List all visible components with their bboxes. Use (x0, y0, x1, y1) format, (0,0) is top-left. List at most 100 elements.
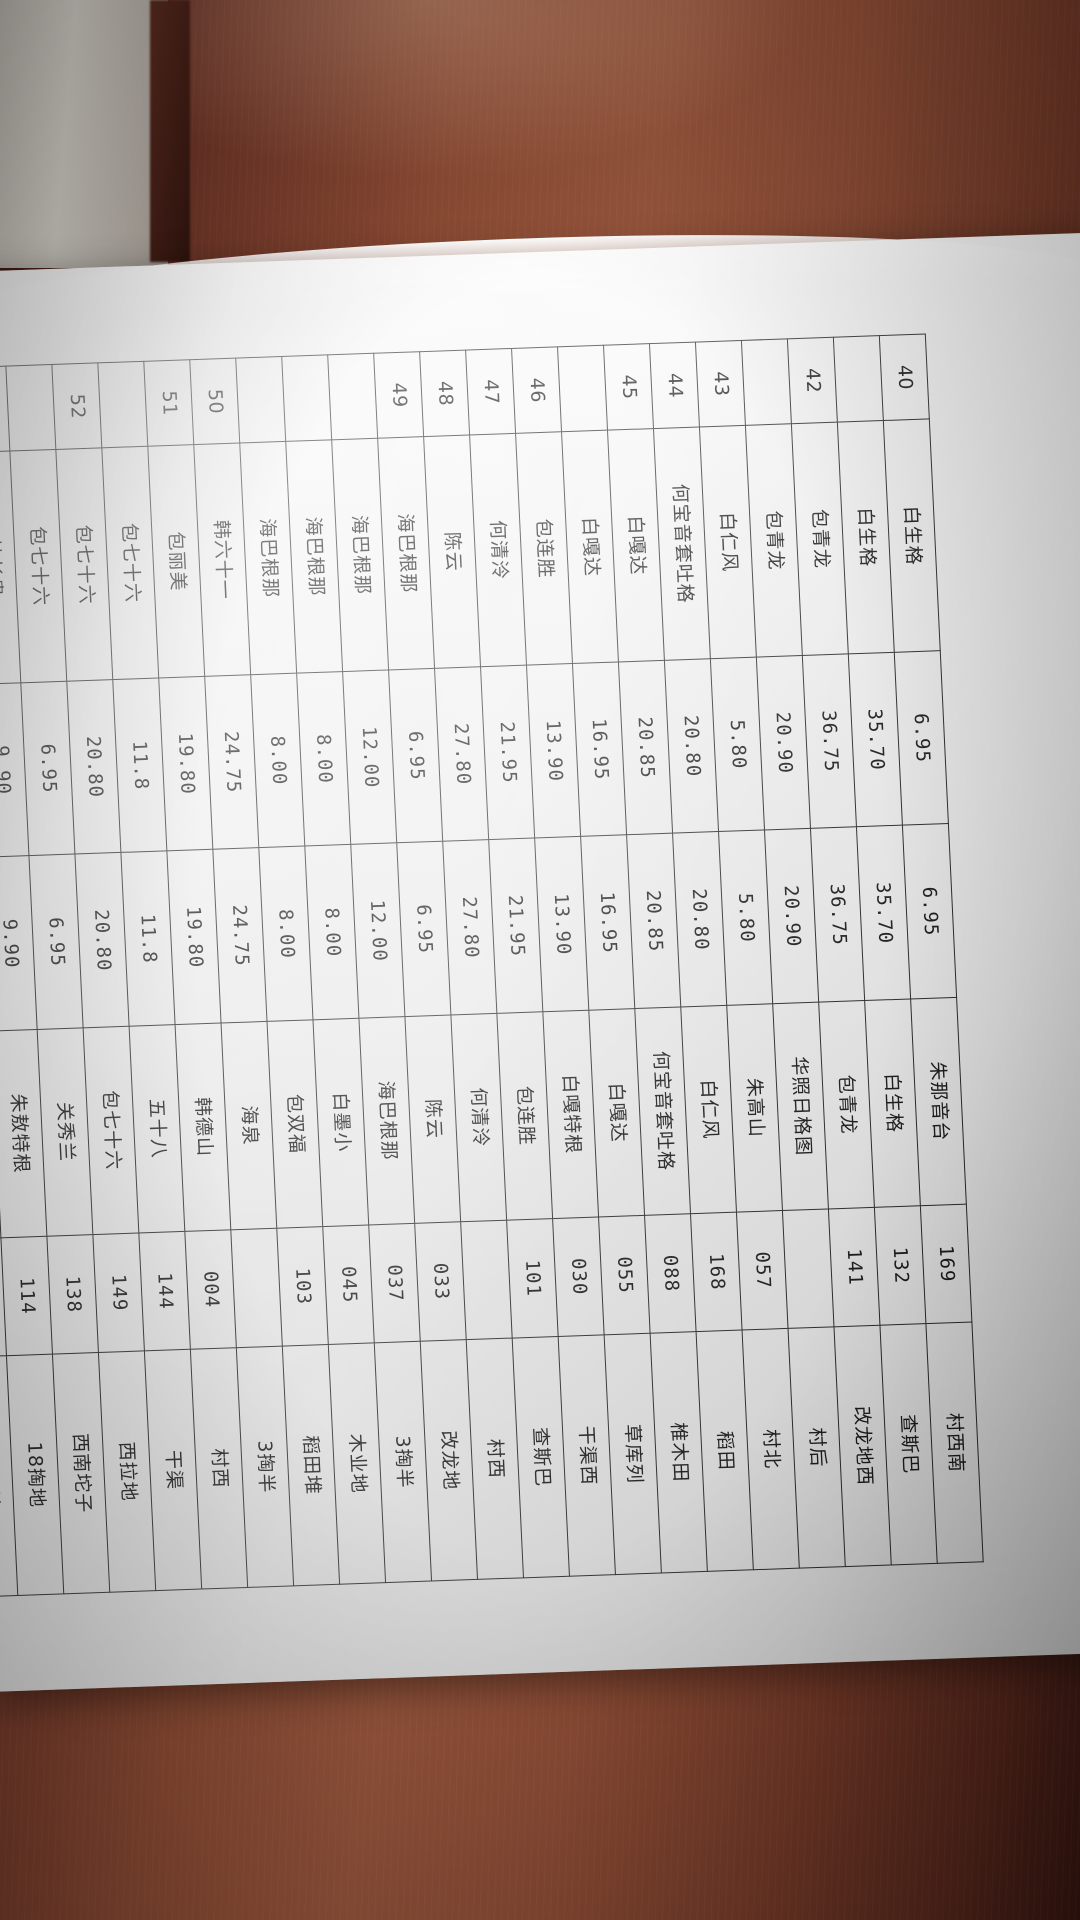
cell-code: 168 (690, 1211, 743, 1332)
cell-index: 44 (649, 342, 700, 429)
cell-amount-1: 24.75 (204, 674, 259, 850)
cell-index: 45 (603, 343, 654, 431)
cell-index: 46 (511, 346, 562, 434)
cell-index (741, 338, 792, 426)
cell-amount-2: 36.75 (810, 827, 865, 1003)
cell-name-secondary: 关秀兰 (37, 1027, 93, 1236)
cell-code: 055 (598, 1215, 651, 1336)
cell-code: 141 (828, 1207, 880, 1328)
cell-index: 51 (143, 359, 194, 447)
cell-code: 045 (322, 1224, 375, 1345)
cell-name-secondary: 韩德山 (175, 1023, 231, 1232)
cell-amount-1: 36.75 (802, 653, 857, 829)
cell-code: 114 (0, 1235, 53, 1356)
cell-amount-2: 20.80 (74, 852, 130, 1028)
cell-amount-2: 8.00 (258, 846, 313, 1022)
cell-amount-2: 5.80 (718, 830, 773, 1006)
cell-amount-1: 6.95 (388, 668, 443, 844)
cell-code: 030 (552, 1216, 605, 1337)
cell-amount-1: 6.95 (20, 681, 75, 857)
cell-amount-1: 20.80 (664, 658, 719, 834)
cell-code: 169 (920, 1203, 972, 1324)
cell-amount-1: 19.80 (158, 676, 213, 852)
cell-index: 50 (189, 358, 240, 446)
cell-amount-2: 19.80 (166, 849, 222, 1025)
cell-amount-2: 6.95 (902, 823, 957, 1000)
cell-name-secondary: 包七十六 (83, 1026, 139, 1235)
cell-amount-1: 35.70 (848, 652, 903, 828)
cell-index: 49 (373, 351, 424, 439)
rotated-table-wrapper: 40 白生格 6.95 6.95 朱那音台 169 村西南 白生格 35.70 35.70 白生格 1… (0, 334, 984, 1598)
cell-code: 138 (46, 1234, 99, 1355)
cell-name-secondary: 白墨小 (312, 1018, 369, 1227)
cell-amount-2: 27.80 (442, 840, 497, 1016)
cell-index (557, 345, 608, 433)
cell-index (281, 354, 332, 442)
cell-name-secondary: 华照日格图 (772, 1002, 829, 1211)
cell-amount-2: 8.00 (304, 844, 359, 1020)
cell-code: 033 (414, 1221, 467, 1342)
cell-name-secondary: 包青龙 (818, 1000, 875, 1209)
cell-amount-1: 12.00 (342, 669, 397, 845)
cell-amount-2: 24.75 (212, 848, 268, 1024)
cell-amount-1: 11.8 (112, 677, 167, 853)
cell-amount-2: 20.85 (626, 833, 681, 1009)
desk-highlight (170, 0, 810, 180)
cell-amount-2: 6.95 (28, 854, 84, 1030)
cell-code: 103 (276, 1226, 329, 1347)
cell-code (230, 1227, 283, 1348)
cell-amount-1: 20.85 (618, 660, 673, 836)
cell-amount-1: 6.95 (894, 650, 949, 826)
cell-name-secondary: 白生格 (864, 999, 921, 1208)
cell-index: 47 (465, 348, 516, 436)
cell-code: 057 (736, 1210, 789, 1331)
cell-code: 004 (184, 1229, 237, 1350)
cell-amount-2: 21.95 (488, 838, 543, 1014)
cell-index: 48 (419, 350, 470, 438)
cell-name-secondary: 白嘎特根 (542, 1010, 599, 1219)
cell-amount-1: 27.80 (434, 666, 489, 842)
cell-code: 088 (644, 1213, 697, 1334)
cell-index: 43 (695, 340, 746, 428)
cell-amount-2: 12.00 (350, 843, 405, 1019)
cell-amount-2: 16.95 (580, 835, 635, 1011)
cell-amount-1: 8.00 (296, 671, 351, 847)
cell-amount-1: 13.90 (526, 663, 581, 839)
cell-index: 40 (879, 334, 930, 421)
cell-code: 101 (506, 1218, 559, 1339)
cell-code: 149 (92, 1232, 145, 1353)
cell-name-secondary: 海巴根那 (358, 1016, 415, 1225)
cell-name-secondary: 朱那音台 (910, 997, 967, 1206)
cell-amount-2: 11.8 (120, 851, 176, 1027)
cell-index (97, 361, 148, 449)
cell-name-secondary: 白嘎达 (588, 1008, 645, 1217)
cell-name-secondary: 包连胜 (496, 1011, 553, 1220)
cell-amount-2: 13.90 (534, 836, 589, 1012)
cell-index (327, 353, 378, 441)
cell-name-secondary: 何宝音套吐格 (634, 1007, 691, 1216)
cell-index: 42 (787, 337, 838, 425)
cell-amount-2: 6.95 (396, 841, 451, 1017)
cell-name-secondary: 陈云 (404, 1015, 461, 1224)
cell-name-secondary: 朱高山 (726, 1003, 783, 1212)
data-table: 40 白生格 6.95 6.95 朱那音台 169 村西南 白生格 35.70 35.70 白生格 1… (0, 334, 984, 1609)
cell-index (833, 335, 884, 423)
cell-name-secondary: 海泉 (221, 1021, 277, 1230)
cell-name-secondary: 包双福 (267, 1019, 323, 1228)
cell-code (782, 1208, 834, 1329)
cell-amount-1: 16.95 (572, 661, 627, 837)
cell-index (5, 364, 56, 452)
cell-code (460, 1219, 513, 1340)
cell-name-secondary: 白仁风 (680, 1005, 737, 1214)
cell-amount-2: 35.70 (856, 825, 911, 1001)
cell-name-secondary: 五十八 (129, 1024, 185, 1233)
paper-sheet: 40 白生格 6.95 6.95 朱那音台 169 村西南 白生格 35.70 35.70 白生格 1… (0, 218, 1080, 1692)
cell-index: 52 (51, 362, 102, 450)
cell-amount-2: 20.90 (764, 828, 819, 1004)
cell-code: 144 (138, 1231, 191, 1352)
cell-amount-1: 5.80 (710, 657, 765, 833)
cell-amount-2: 20.80 (672, 832, 727, 1008)
cell-name-secondary: 何清泠 (450, 1013, 507, 1222)
cell-amount-1: 21.95 (480, 665, 535, 841)
cell-amount-1: 8.00 (250, 673, 305, 849)
